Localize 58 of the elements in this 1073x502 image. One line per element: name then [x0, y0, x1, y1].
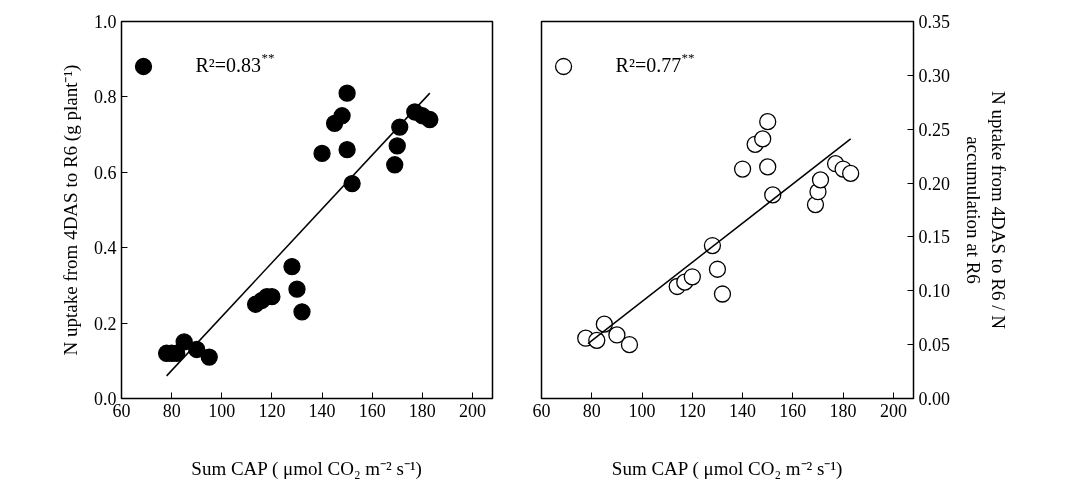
legend-label: R²=0.77** [615, 49, 695, 76]
point [388, 137, 406, 155]
y2-tick-label: 0.30 [918, 65, 950, 86]
point [333, 107, 351, 125]
point [683, 268, 701, 286]
y2-tick-label: 0.25 [918, 119, 950, 140]
point [338, 141, 356, 159]
point [386, 156, 404, 174]
x-tick-label: 100 [628, 400, 656, 421]
x-tick-label: 160 [358, 400, 386, 421]
point [175, 333, 193, 351]
x-tick-label: 120 [258, 400, 286, 421]
x-tick-label: 140 [729, 400, 757, 421]
x-tick-label: 140 [308, 400, 336, 421]
x-tick-label: 200 [879, 400, 907, 421]
x-tick-label: 160 [779, 400, 807, 421]
y-tick-label: 0.2 [94, 313, 117, 334]
point [313, 144, 331, 163]
point [842, 164, 860, 183]
y2-tick-label: 0.00 [918, 389, 950, 409]
point [708, 260, 727, 278]
legend-label: R²=0.83** [195, 49, 275, 76]
x-axis-title: Sum CAP ( μmol CO₂ m⁻² s⁻¹) [191, 457, 422, 480]
x-tick-label: 60 [532, 400, 551, 421]
y-tick-label: 0.8 [94, 87, 117, 108]
y2-axis-title: N uptake from 4DAS to R6 / N accumulation at R6 [963, 90, 1010, 330]
point [338, 84, 356, 102]
y2-tick-label: 0.05 [918, 335, 950, 356]
point [754, 130, 772, 148]
y-tick-label: 0.4 [94, 238, 117, 259]
x-tick-label: 120 [678, 400, 706, 421]
point [733, 160, 752, 178]
x-tick-label: 80 [582, 400, 601, 421]
point [293, 303, 311, 321]
point [283, 257, 301, 276]
point [343, 174, 361, 193]
point [713, 285, 732, 303]
y2-tick-label: 0.20 [918, 173, 950, 194]
point [811, 171, 830, 189]
point [608, 326, 626, 344]
y-axis-title: N uptake from 4DAS to R6 (g plant⁻¹) [60, 64, 82, 356]
point [200, 348, 218, 366]
x-tick-label: 180 [408, 400, 436, 421]
point [288, 280, 306, 298]
x-tick-label: 80 [162, 400, 181, 421]
x-axis-title: Sum CAP ( μmol CO₂ m⁻² s⁻¹) [611, 457, 843, 480]
y2-tick-label: 0.35 [918, 12, 950, 32]
x-tick-label: 180 [829, 400, 857, 421]
x-tick-label: 200 [458, 400, 486, 421]
y-tick-label: 1.0 [94, 12, 117, 32]
point [421, 110, 439, 129]
point [620, 336, 639, 354]
y-tick-label: 0.6 [94, 162, 117, 183]
x-tick-label: 100 [208, 400, 236, 421]
y2-tick-label: 0.15 [918, 227, 950, 248]
y2-tick-label: 0.10 [918, 281, 950, 302]
point [759, 113, 777, 131]
point [759, 158, 777, 176]
